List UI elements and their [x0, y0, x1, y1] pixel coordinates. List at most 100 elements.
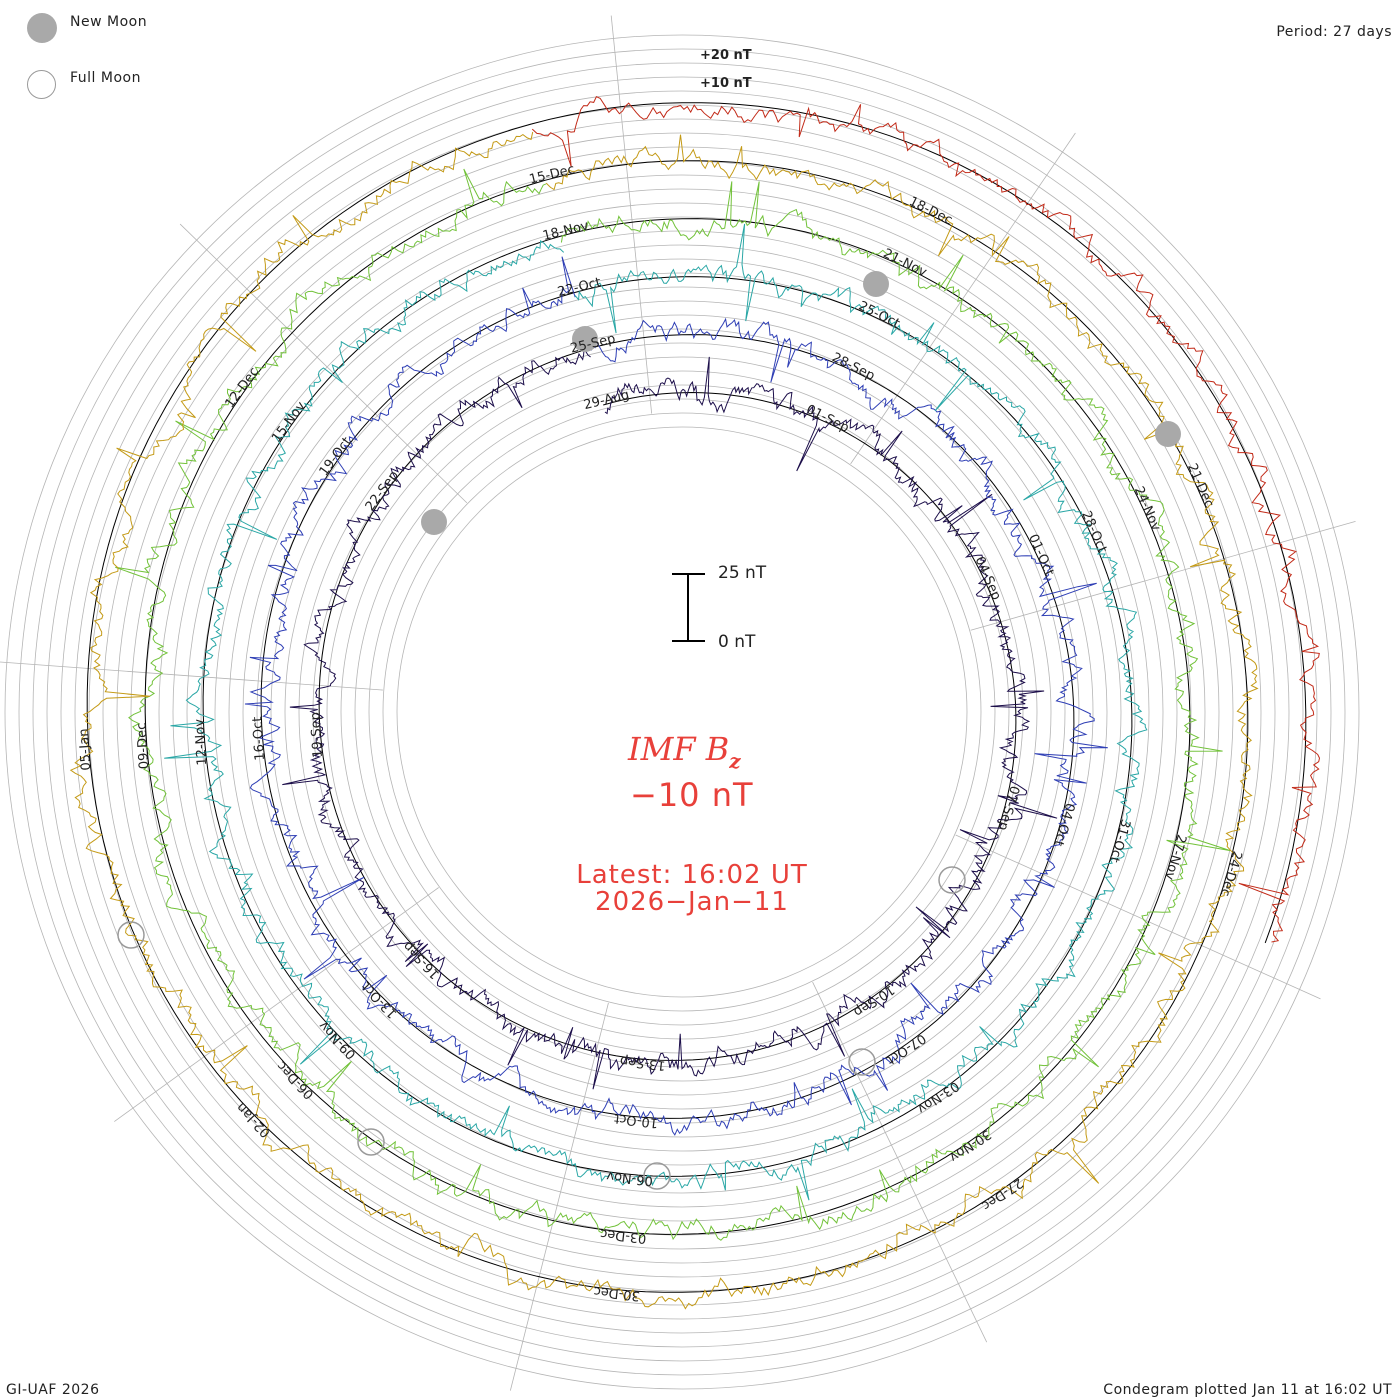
full-moon-marker	[357, 1128, 385, 1156]
grid-ring	[284, 314, 1080, 1110]
date-label: 24-Nov	[1131, 484, 1164, 533]
full-moon-marker	[117, 921, 145, 949]
full-moon-icon	[27, 70, 56, 99]
grid-ring	[130, 160, 1234, 1264]
grid-ring	[382, 412, 982, 1012]
date-label: 12-Nov	[192, 718, 210, 766]
ring-label-plus10: +10 nT	[700, 76, 752, 91]
date-label: 05-Jan	[77, 728, 95, 771]
date-label: 04-Oct	[1050, 801, 1077, 848]
date-label: 01-Oct	[1025, 532, 1056, 578]
date-label: 02-Jan	[234, 1099, 274, 1140]
new-moon-marker	[572, 326, 598, 352]
grid-ring	[32, 62, 1332, 1362]
date-label: 01-Sep	[804, 402, 852, 436]
grid-ring	[354, 384, 1010, 1040]
chart-title: IMF Bz	[628, 730, 741, 773]
date-label: 07-Sep	[995, 784, 1022, 832]
radial-spoke	[0, 661, 383, 691]
date-label: 21-Nov	[881, 246, 930, 280]
baseline-spiral	[86, 102, 1307, 1293]
series-line	[244, 256, 1108, 1136]
date-label: 21-Dec	[1184, 461, 1216, 510]
grid-ring	[228, 258, 1136, 1166]
ring-label-plus20: +20 nT	[700, 48, 752, 63]
series-line	[115, 168, 1231, 1241]
new-moon-icon	[27, 13, 57, 43]
radial-spoke	[114, 887, 439, 1122]
date-label: 27-Dec	[979, 1175, 1026, 1213]
date-label: 03-Dec	[599, 1226, 647, 1246]
grid-ring	[18, 48, 1346, 1376]
date-label: 09-Dec	[134, 722, 152, 769]
grid-ring	[298, 328, 1066, 1096]
series-line	[531, 96, 1321, 943]
grid-ring	[270, 300, 1094, 1124]
grid-ring	[102, 132, 1262, 1292]
date-label: 13-Sep	[619, 1053, 666, 1073]
full-moon-marker	[848, 1048, 876, 1076]
moon-markers	[117, 271, 1181, 1190]
grid-ring	[60, 90, 1304, 1334]
grid-ring	[242, 272, 1122, 1152]
date-label: 16-Oct	[250, 716, 268, 761]
new-moon-marker	[1155, 421, 1181, 447]
chart-title-sub: z	[729, 749, 741, 773]
grid-ring	[74, 104, 1290, 1320]
period-label: Period: 27 days	[1276, 24, 1392, 40]
new-moon-marker	[421, 509, 447, 535]
date-label: 31-Oct	[1106, 817, 1133, 864]
series-line	[282, 347, 1058, 1090]
series-line	[164, 223, 1148, 1201]
radial-spoke	[812, 981, 988, 1343]
date-label: 24-Dec	[1217, 849, 1244, 898]
scale-bar-top-label: 25 nT	[718, 563, 767, 583]
grid-ring	[214, 244, 1150, 1180]
date-label: 07-Oct	[883, 1030, 928, 1067]
full-moon-label: Full Moon	[70, 70, 141, 86]
grid-ring	[46, 76, 1318, 1348]
date-label: 30-Dec	[593, 1283, 641, 1303]
date-label: 19-Sep	[308, 712, 326, 759]
date-label: 28-Sep	[829, 350, 877, 384]
date-label: 18-Nov	[541, 218, 590, 244]
footer-credit: GI-UAF 2026	[6, 1382, 100, 1398]
chart-title-main: IMF B	[628, 730, 730, 768]
radial-spokes	[0, 15, 1356, 1391]
grid-ring	[116, 146, 1248, 1278]
date-label: 09-Nov	[316, 1018, 359, 1062]
grid-ring	[200, 230, 1164, 1194]
scale-bar-bottom-label: 0 nT	[718, 632, 756, 652]
baseline-spiral-path	[86, 102, 1307, 1293]
grid-ring	[396, 426, 968, 998]
date-label: 18-Dec	[906, 194, 954, 228]
scale-bar	[672, 573, 705, 642]
date-label: 25-Oct	[856, 299, 902, 332]
grid-ring	[368, 398, 996, 1026]
date-label: 15-Dec	[528, 162, 577, 187]
radial-spoke	[179, 223, 468, 504]
grid-ring	[158, 188, 1206, 1236]
radial-spoke	[955, 834, 1321, 1000]
grid-ring	[256, 286, 1108, 1138]
full-moon-marker	[938, 866, 966, 894]
current-value: −10 nT	[630, 776, 754, 814]
radial-spoke	[610, 15, 653, 414]
date-label: 10-Oct	[613, 1110, 658, 1130]
grid-ring	[186, 216, 1178, 1208]
date-label: 10-Sep	[851, 982, 897, 1020]
full-moon-marker	[643, 1162, 671, 1190]
radial-spoke	[509, 1002, 609, 1391]
date-label: 06-Nov	[605, 1168, 653, 1188]
new-moon-marker	[863, 271, 889, 297]
new-moon-label: New Moon	[70, 14, 148, 30]
series-line	[69, 131, 1259, 1310]
latest-date: 2026−Jan−11	[595, 887, 789, 917]
footer-plot-time: Condegram plotted Jan 11 at 16:02 UT	[1103, 1382, 1392, 1398]
grid-ring	[4, 34, 1360, 1390]
grid-rings	[4, 34, 1360, 1390]
data-series	[69, 96, 1321, 1310]
radial-spoke	[850, 132, 1076, 465]
latest-time: Latest: 16:02 UT	[576, 860, 808, 890]
